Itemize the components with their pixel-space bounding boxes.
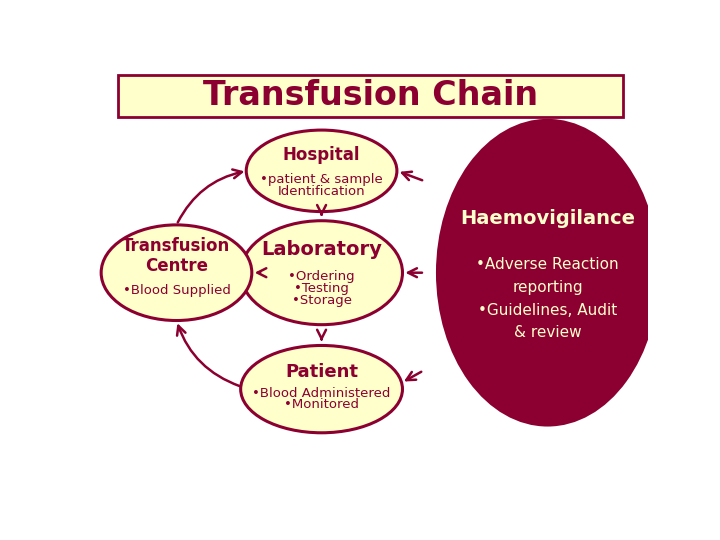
Text: Patient: Patient xyxy=(285,363,358,381)
Text: •Blood Supplied: •Blood Supplied xyxy=(122,284,230,296)
Text: •Storage: •Storage xyxy=(292,294,351,307)
Text: •Ordering: •Ordering xyxy=(288,271,355,284)
Text: Haemovigilance: Haemovigilance xyxy=(460,209,635,228)
Text: •patient & sample: •patient & sample xyxy=(260,173,383,186)
Text: reporting: reporting xyxy=(512,280,583,295)
Text: & review: & review xyxy=(514,326,581,341)
Text: •Monitored: •Monitored xyxy=(284,399,359,411)
Text: Transfusion Chain: Transfusion Chain xyxy=(203,79,539,112)
Text: •Guidelines, Audit: •Guidelines, Audit xyxy=(478,302,617,318)
Text: Hospital: Hospital xyxy=(283,146,360,164)
Text: Identification: Identification xyxy=(278,185,365,198)
Ellipse shape xyxy=(240,346,402,433)
Ellipse shape xyxy=(246,130,397,212)
Text: •Adverse Reaction: •Adverse Reaction xyxy=(476,257,619,272)
Text: •Blood Administered: •Blood Administered xyxy=(253,387,391,400)
Text: •Testing: •Testing xyxy=(294,282,349,295)
Ellipse shape xyxy=(101,225,252,321)
Ellipse shape xyxy=(436,119,660,427)
FancyBboxPatch shape xyxy=(118,75,623,117)
Ellipse shape xyxy=(240,221,402,325)
Text: Transfusion
Centre: Transfusion Centre xyxy=(122,237,230,275)
Text: Laboratory: Laboratory xyxy=(261,240,382,259)
